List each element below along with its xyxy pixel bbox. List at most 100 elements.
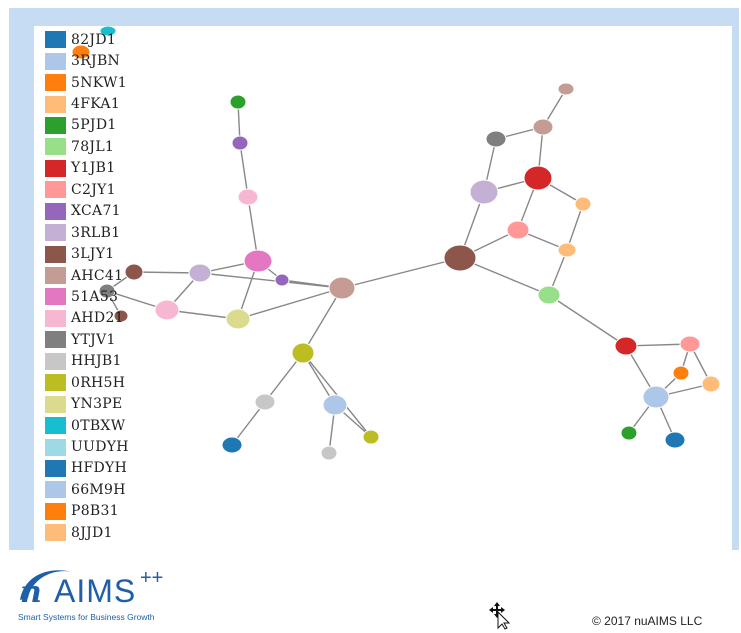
graph-edge [199, 272, 343, 289]
legend-label: AHC41 [71, 267, 124, 284]
logo-brand: AIMS [54, 573, 136, 609]
legend-label: HHJB1 [71, 353, 122, 370]
legend-item: AHC41 [45, 265, 155, 286]
legend-item: 0RH5H [45, 372, 155, 393]
logo-superscript: ++ [140, 567, 163, 589]
graph-node[interactable] [229, 94, 247, 110]
legend-label: P8B31 [71, 503, 119, 520]
graph-edge [566, 203, 584, 251]
graph-node[interactable] [664, 431, 686, 449]
legend-item: 5PJD1 [45, 115, 155, 136]
legend-swatch [45, 116, 66, 134]
graph-node[interactable] [642, 385, 670, 409]
legend-swatch [45, 138, 66, 156]
legend-item: AHD21 [45, 308, 155, 329]
legend-swatch [45, 245, 66, 263]
graph-node[interactable] [537, 285, 561, 305]
legend-item: 82JD1 [45, 29, 155, 50]
legend-swatch [45, 459, 66, 477]
graph-node[interactable] [254, 393, 276, 411]
graph-node[interactable] [328, 276, 356, 300]
legend-swatch [45, 95, 66, 113]
graph-node[interactable] [614, 336, 638, 356]
graph-node[interactable] [71, 44, 91, 60]
legend-label: 5PJD1 [71, 117, 117, 134]
legend-swatch [45, 374, 66, 392]
logo-tagline: Smart Systems for Business Growth [18, 612, 155, 622]
legend-swatch [45, 31, 66, 49]
graph-node[interactable] [113, 309, 129, 323]
legend-label: AHD21 [71, 310, 124, 327]
graph-node[interactable] [557, 242, 577, 258]
graph-node[interactable] [243, 249, 273, 273]
legend-swatch [45, 395, 66, 413]
legend: 82JD1 3RJBN 5NKW1 4FKA1 5PJD1 78JL1 Y1JB1 C2JY1… [45, 29, 155, 544]
logo-swoosh-icon [20, 570, 72, 600]
legend-swatch [45, 417, 66, 435]
graph-node[interactable] [443, 244, 477, 272]
graph-node[interactable] [322, 394, 348, 416]
graph-node[interactable] [274, 273, 290, 287]
graph-node[interactable] [291, 342, 315, 364]
graph-node[interactable] [98, 283, 116, 299]
legend-label: 3RJBN [71, 53, 121, 70]
graph-node[interactable] [701, 375, 721, 393]
legend-swatch [45, 267, 66, 285]
legend-item: 4FKA1 [45, 93, 155, 114]
logo-nu-mark: n [20, 575, 42, 610]
legend-swatch [45, 438, 66, 456]
legend-label: UUDYH [71, 439, 129, 456]
graph-node[interactable] [620, 425, 638, 441]
legend-label: 3RLB1 [71, 224, 121, 241]
legend-label: C2JY1 [71, 181, 116, 198]
graph-node[interactable] [320, 445, 338, 461]
legend-item: 66M9H [45, 479, 155, 500]
graph-node[interactable] [154, 299, 180, 321]
legend-label: 51A53 [71, 288, 119, 305]
graph-node[interactable] [672, 365, 690, 381]
nuaims-logo: n AIMS ++ Smart Systems for Business Gro… [18, 567, 163, 622]
legend-swatch [45, 352, 66, 370]
legend-label: HFDYH [71, 460, 128, 477]
legend-item: UUDYH [45, 436, 155, 457]
legend-label: YN3PE [71, 396, 123, 413]
footer: n AIMS ++ Smart Systems for Business Gro… [0, 552, 741, 633]
legend-label: 8JJD1 [71, 524, 113, 541]
graph-node[interactable] [523, 165, 553, 191]
legend-swatch [45, 309, 66, 327]
legend-item: Y1JB1 [45, 158, 155, 179]
graph-edge [302, 287, 343, 354]
graph-node[interactable] [469, 179, 499, 205]
graph-node[interactable] [124, 263, 144, 281]
graph-node[interactable] [99, 26, 117, 37]
legend-label: 3LJY1 [71, 246, 115, 263]
graph-node[interactable] [532, 118, 554, 136]
legend-item: HFDYH [45, 458, 155, 479]
graph-node[interactable] [362, 429, 380, 445]
legend-item: 3RJBN [45, 50, 155, 71]
chart-frame [9, 8, 739, 552]
graph-node[interactable] [557, 82, 575, 96]
graph-node[interactable] [221, 436, 243, 454]
graph-node[interactable] [485, 130, 507, 148]
graph-node[interactable] [188, 263, 212, 283]
graph-node[interactable] [237, 188, 259, 206]
legend-swatch [45, 288, 66, 306]
graph-node[interactable] [574, 196, 592, 212]
legend-item: XCA71 [45, 201, 155, 222]
legend-label: 82JD1 [71, 31, 117, 48]
copyright-text: © 2017 nuAIMS LLC [592, 614, 703, 628]
node-layer [71, 26, 721, 461]
legend-label: XCA71 [71, 203, 121, 220]
legend-item: 78JL1 [45, 136, 155, 157]
legend-label: YTJV1 [71, 331, 116, 348]
graph-node[interactable] [231, 135, 249, 151]
move-cursor-icon [489, 602, 510, 630]
legend-swatch [45, 224, 66, 242]
legend-label: 0RH5H [71, 374, 126, 391]
graph-node[interactable] [679, 335, 701, 353]
legend-item: HHJB1 [45, 351, 155, 372]
graph-node[interactable] [506, 220, 530, 240]
graph-edge [459, 257, 550, 296]
graph-node[interactable] [225, 308, 251, 330]
